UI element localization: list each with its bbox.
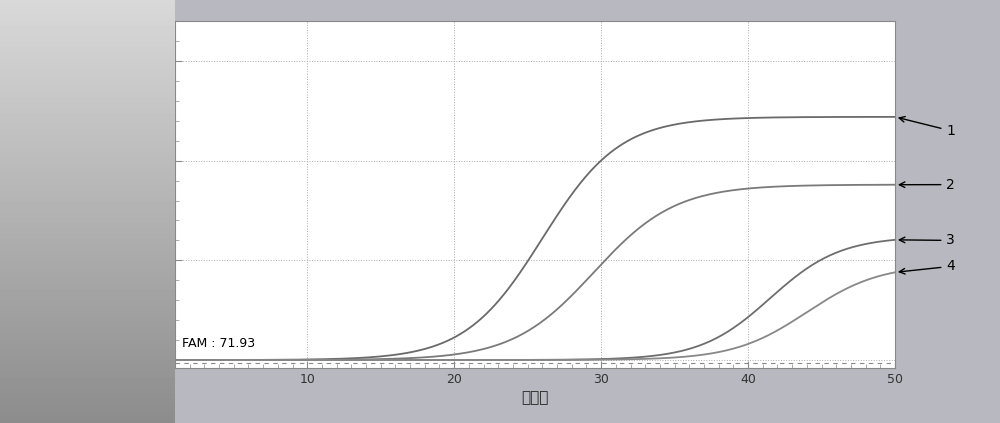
Y-axis label: RFU: RFU [108,181,122,209]
Text: 2: 2 [899,178,955,192]
X-axis label: 循环数: 循环数 [521,390,549,405]
Text: 4: 4 [899,259,955,274]
Text: FAM : 71.93: FAM : 71.93 [182,337,255,350]
Text: 3: 3 [899,233,955,247]
Text: 1: 1 [899,117,955,138]
